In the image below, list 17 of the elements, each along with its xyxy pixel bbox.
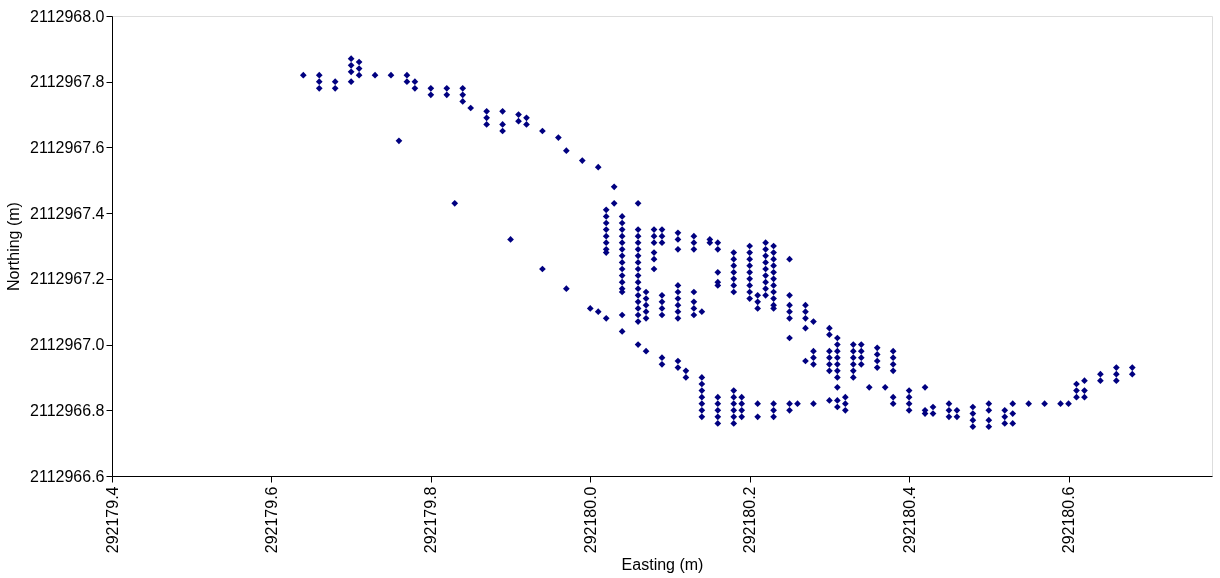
y-tick-label: 2112967.2 [30, 270, 105, 288]
y-axis-title: Northing (m) [5, 202, 23, 291]
x-tick-label: 292179.4 [103, 486, 121, 554]
y-tick-label: 2112966.8 [30, 401, 105, 419]
x-tick-label: 292180.4 [900, 486, 918, 554]
y-tick-label: 2112967.8 [30, 73, 105, 91]
x-tick-label: 292179.6 [262, 486, 280, 554]
x-tick-label: 292179.8 [422, 486, 440, 554]
x-tick-label: 292180.2 [741, 486, 759, 554]
x-tick-label: 292180.6 [1060, 486, 1078, 554]
x-axis-title: Easting (m) [621, 556, 704, 574]
y-tick-label: 2112967.4 [30, 204, 105, 222]
y-tick-label: 2112966.6 [30, 467, 105, 485]
y-tick-label: 2112968.0 [30, 7, 105, 25]
y-tick-label: 2112967.0 [30, 336, 105, 354]
x-tick-label: 292180.0 [581, 486, 599, 554]
y-tick-label: 2112967.6 [30, 138, 105, 156]
